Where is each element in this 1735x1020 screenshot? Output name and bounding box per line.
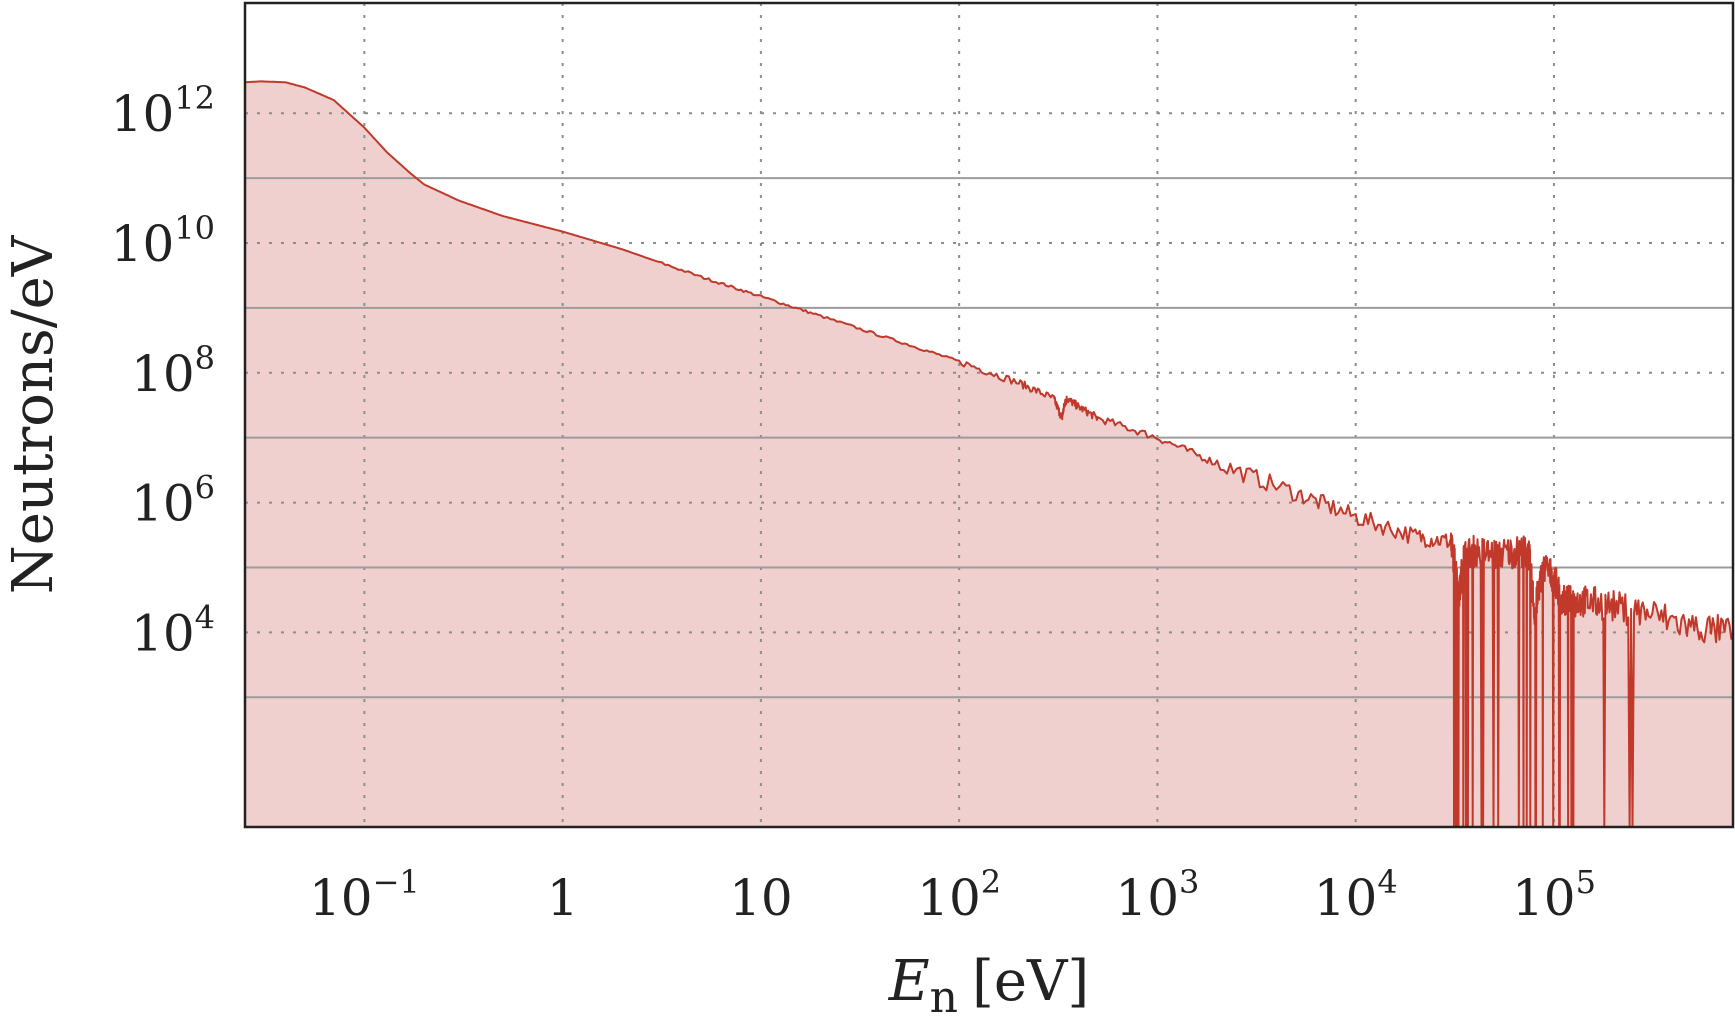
x-tick-label-exponent: 2 [981, 863, 1001, 901]
x-tick-label-base: 10 [729, 869, 793, 927]
y-tick-label: 1010 [111, 209, 215, 273]
y-tick-label-base: 10 [131, 475, 195, 533]
spectrum-area [245, 81, 1733, 827]
x-tick-labels: 10−1 1 10 102 103 104 105 [309, 863, 1596, 927]
x-tick-label-base: 10 [917, 869, 981, 927]
x-axis-label: En [eV] [888, 949, 1090, 1020]
y-tick-label-base: 10 [131, 604, 195, 662]
plot-frame [243, 1, 1735, 829]
x-tick-label: 10 [729, 869, 793, 927]
y-tick-label: 104 [131, 598, 215, 662]
x-tick-label-base: 10 [1512, 869, 1576, 927]
x-tick-label-base: 1 [547, 869, 579, 927]
series-line-layer [244, 80, 1734, 828]
spectrum-line [244, 80, 1734, 828]
x-tick-label: 1 [547, 869, 579, 927]
y-tick-label-base: 10 [111, 215, 175, 273]
y-tick-label: 1012 [111, 79, 215, 143]
x-tick-label-exponent: 4 [1377, 863, 1397, 901]
y-tick-label-exponent: 4 [195, 598, 215, 636]
x-tick-label-exponent: 5 [1576, 863, 1596, 901]
y-tick-label-base: 10 [111, 85, 175, 143]
grid-layer [245, 3, 1733, 827]
y-tick-label-exponent: 8 [195, 339, 215, 377]
x-tick-label-exponent: −1 [373, 863, 420, 901]
x-tick-label: 10−1 [309, 863, 420, 927]
x-tick-label: 104 [1314, 863, 1398, 927]
y-tick-label-exponent: 12 [174, 79, 215, 117]
y-tick-label-base: 10 [131, 345, 195, 403]
y-tick-label-exponent: 6 [195, 469, 215, 507]
x-tick-label-base: 10 [309, 869, 373, 927]
x-tick-label: 102 [917, 863, 1001, 927]
y-tick-label: 108 [131, 339, 215, 403]
y-tick-label: 106 [131, 469, 215, 533]
x-tick-label-base: 10 [1314, 869, 1378, 927]
area-fill-layer [245, 81, 1733, 827]
x-tick-label-exponent: 3 [1179, 863, 1199, 901]
x-axis-label-unit: [eV] [972, 949, 1089, 1014]
y-tick-label-exponent: 10 [174, 209, 215, 247]
plot-border [243, 1, 1735, 829]
x-axis-label-main: E [888, 949, 930, 1014]
x-tick-label-base: 10 [1115, 869, 1179, 927]
x-axis-label-sub: n [930, 972, 958, 1020]
y-axis-label: Neutrons/eV [1, 234, 66, 594]
x-tick-label: 103 [1115, 863, 1199, 927]
x-tick-label: 105 [1512, 863, 1596, 927]
